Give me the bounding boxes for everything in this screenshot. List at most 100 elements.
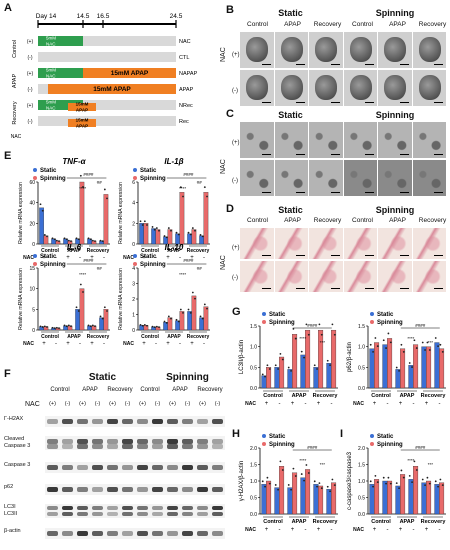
stain-image [343,261,377,292]
b-sign-minus: (-) [232,88,238,94]
blot-band [122,531,133,536]
significance-mark: **** [179,272,186,277]
organoid-shape [280,75,303,100]
data-point [158,326,160,329]
blot-band [212,439,223,444]
bar-spinning [439,348,445,389]
nac-row-sign: - [79,341,81,347]
significance-mark: ## [197,266,203,271]
apap-bar [68,103,96,111]
condition-label: Recovery [313,217,342,224]
legend-dot-spinning [133,176,137,180]
data-point [277,488,279,491]
legend-spinning: Spinning [269,320,295,326]
d-condition-row: Control APAP Recovery Control APAP Recovery [233,217,448,227]
blot-band [47,465,58,470]
bar-spinning [179,192,185,245]
bar-spinning [91,240,97,245]
organoid-image [240,70,274,106]
scale-bar [261,153,271,155]
nac-bar [38,100,83,110]
data-point [94,240,96,243]
significance-mark: *** [428,340,434,345]
legend-spinning: Spinning [377,320,403,326]
stain-image [412,228,446,259]
data-point [94,325,96,328]
data-point [402,476,405,479]
data-point [279,460,282,463]
significance-mark: *** [320,340,326,345]
bar-spinning [279,356,285,389]
organoid-shape [418,75,441,100]
bar-static [382,344,388,389]
bar-static [199,317,204,331]
data-point [194,229,196,232]
nac-bar-label: 5mM NAC [46,67,56,78]
legend-dot-spinning [33,176,37,180]
y-tick-label: 4 [132,266,135,272]
timeline-row-label: NRec [179,103,193,109]
legend-dot-spinning [33,262,37,266]
bar-static [382,480,388,515]
blot-band [137,487,148,492]
nac-row-sign: + [90,255,94,261]
data-point [151,325,154,328]
blot-band [167,506,178,510]
scale-bar [296,287,305,289]
y-tick-label: 15 [29,266,35,272]
data-point [395,482,398,485]
data-point [87,324,90,327]
data-point [101,317,104,320]
scale-bar [296,191,305,193]
data-point [326,485,329,488]
stain-image [240,261,274,292]
legend-static: Static [140,168,157,174]
nac-row-sign: + [317,401,321,407]
data-point [274,484,277,486]
bar-spinning [266,367,272,389]
data-point [191,227,194,229]
data-point [39,325,42,328]
group-label: Control [141,248,159,254]
bar-spinning [79,288,85,331]
bar-spinning [318,329,324,389]
organoid-shape [315,37,337,62]
blot-band [77,487,88,492]
blot-band [107,465,118,470]
data-point [155,325,158,328]
nac-row-sign: - [305,527,307,533]
blot-marker-label: p62 [4,484,14,490]
group-label: Control [41,248,59,254]
data-point [70,240,72,243]
group-label: Control [371,519,391,525]
nac-row-sign: + [66,255,70,261]
nac-row-sign: - [279,401,281,407]
blot-band [137,506,148,510]
chart-title: IL-10 [165,243,184,252]
bar-spinning [43,326,49,331]
bar-spinning [191,229,197,245]
y-tick-label: 6 [132,180,135,186]
blot-band [182,531,193,536]
data-point [41,209,44,212]
legend-dot-static [370,434,374,438]
stain-image [378,228,412,259]
timeline-group-label: Recovery [12,101,18,124]
group-label: Control [371,393,391,399]
blot-band [152,487,163,492]
data-point [300,473,303,475]
nac-row-sign: - [155,255,157,261]
legend-dot-spinning [133,262,137,266]
significance-mark: #### [183,172,194,177]
data-point [313,480,316,483]
h2ax-bar-chart: Static Spinning 0.0 0.5 1.0 1.5 2.0 γ-H2AX/β-ac… [239,434,338,533]
data-point [426,476,429,479]
nac-row-sign: - [305,401,307,407]
bar-static [274,367,280,389]
nac-row-sign: - [79,255,81,261]
bar-static [287,487,293,515]
blot-band [47,512,58,516]
b-nac-label: NAC [220,47,227,62]
bar-spinning [374,479,380,515]
blot-band [152,531,163,536]
